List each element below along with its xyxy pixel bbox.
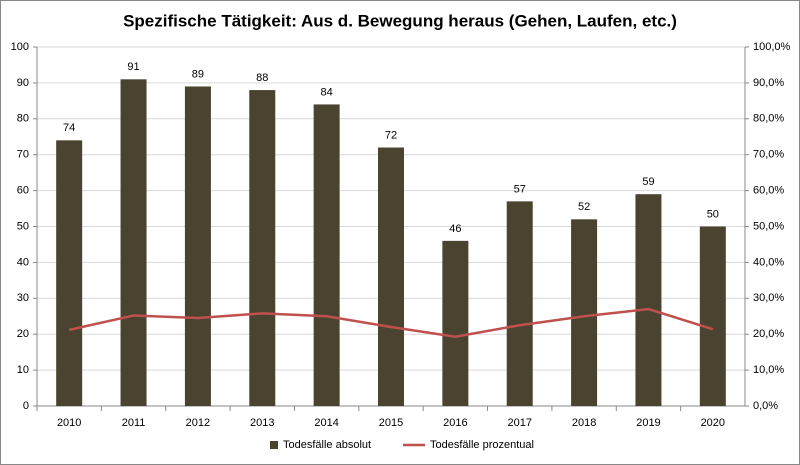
y-tick-label: 90 xyxy=(17,77,29,89)
x-tick-label: 2015 xyxy=(379,417,403,429)
y2-tick-label: 10,0% xyxy=(753,364,784,376)
y2-tick-label: 70,0% xyxy=(753,149,784,161)
data-label: 50 xyxy=(707,208,719,220)
data-label: 59 xyxy=(642,176,654,188)
bar xyxy=(249,90,276,406)
y-tick-label: 40 xyxy=(17,256,29,268)
x-tick-label: 2011 xyxy=(122,417,146,429)
data-label: 84 xyxy=(321,86,333,98)
x-tick-label: 2010 xyxy=(57,417,81,429)
x-tick-label: 2014 xyxy=(314,417,338,429)
data-label: 46 xyxy=(449,223,461,235)
chart-title: Spezifische Tätigkeit: Aus d. Bewegung h… xyxy=(123,11,677,30)
bar xyxy=(571,219,598,406)
bar xyxy=(442,240,469,406)
y-tick-label: 60 xyxy=(17,185,29,197)
y2-tick-label: 20,0% xyxy=(753,328,784,340)
data-label: 74 xyxy=(63,122,75,134)
bar xyxy=(378,147,404,406)
y2-tick-label: 80,0% xyxy=(753,113,784,125)
y2-tick-label: 50,0% xyxy=(753,220,784,232)
x-tick-label: 2016 xyxy=(443,417,467,429)
y-tick-label: 30 xyxy=(17,292,29,304)
y2-tick-label: 60,0% xyxy=(753,185,784,197)
y-tick-label: 20 xyxy=(17,328,29,340)
data-label: 52 xyxy=(578,201,590,213)
bar xyxy=(699,226,726,406)
legend-label: Todesfälle prozentual xyxy=(430,439,534,451)
data-label: 91 xyxy=(127,61,139,73)
line xyxy=(68,307,714,338)
data-label: 72 xyxy=(385,129,397,141)
y-tick-label: 80 xyxy=(17,113,29,125)
bar xyxy=(184,86,211,407)
y-tick-label: 100 xyxy=(11,41,29,53)
legend-label: Todesfälle absolut xyxy=(283,439,371,451)
x-tick-label: 2013 xyxy=(250,417,274,429)
y-tick-label: 10 xyxy=(17,364,29,376)
x-tick-label: 2020 xyxy=(701,417,725,429)
bar xyxy=(635,194,662,406)
x-tick-label: 2018 xyxy=(572,417,596,429)
y2-tick-label: 90,0% xyxy=(753,77,784,89)
y2-tick-label: 0,0% xyxy=(753,400,778,412)
data-label: 89 xyxy=(192,68,204,80)
y2-tick-label: 40,0% xyxy=(753,256,784,268)
x-tick-label: 2017 xyxy=(507,417,531,429)
data-label: 57 xyxy=(514,183,526,195)
y-tick-label: 0 xyxy=(23,400,29,412)
y-tick-label: 70 xyxy=(17,149,29,161)
legend-swatch xyxy=(270,441,278,449)
data-label: 88 xyxy=(256,72,268,84)
y2-tick-label: 100,0% xyxy=(753,41,791,53)
y2-tick-label: 30,0% xyxy=(753,292,784,304)
bar xyxy=(56,140,83,406)
x-tick-label: 2012 xyxy=(186,417,210,429)
x-tick-label: 2019 xyxy=(636,417,660,429)
bar xyxy=(506,201,533,406)
bar xyxy=(313,104,340,406)
bar xyxy=(120,79,147,406)
y-tick-label: 50 xyxy=(17,220,29,232)
